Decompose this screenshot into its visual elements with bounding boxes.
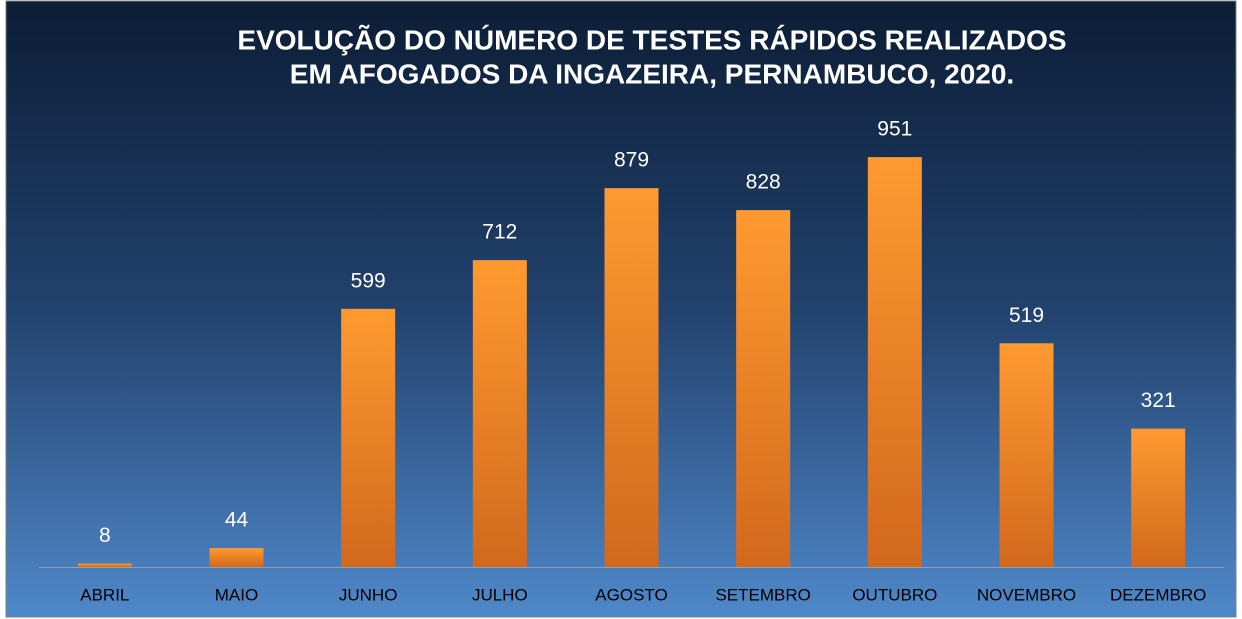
bar <box>472 260 527 567</box>
bar <box>1131 428 1186 567</box>
x-tick-label: DEZEMBRO <box>1110 585 1206 604</box>
x-tick-label: OUTUBRO <box>852 585 937 604</box>
x-tick-label: SETEMBRO <box>715 585 810 604</box>
value-label: 519 <box>1009 304 1044 327</box>
bar <box>736 210 791 567</box>
bar <box>77 563 132 567</box>
value-label: 879 <box>614 149 649 172</box>
bar <box>341 308 396 567</box>
x-tick-label: ABRIL <box>80 585 129 604</box>
bar <box>604 188 659 567</box>
value-label: 321 <box>1141 389 1176 412</box>
x-tick-label: AGOSTO <box>595 585 667 604</box>
value-label: 712 <box>482 221 517 244</box>
bar <box>999 343 1054 567</box>
chart-title: EM AFOGADOS DA INGAZEIRA, PERNAMBUCO, 20… <box>290 58 1014 89</box>
x-tick-label: JUNHO <box>339 585 398 604</box>
bar <box>209 548 264 567</box>
chart-title: EVOLUÇÃO DO NÚMERO DE TESTES RÁPIDOS REA… <box>237 24 1066 55</box>
value-label: 44 <box>225 509 249 532</box>
x-tick-label: MAIO <box>215 585 258 604</box>
x-tick-label: JULHO <box>472 585 528 604</box>
value-label: 599 <box>351 269 386 292</box>
x-tick-label: NOVEMBRO <box>977 585 1076 604</box>
value-label: 8 <box>99 524 111 547</box>
bar <box>867 157 922 567</box>
value-label: 951 <box>877 118 912 141</box>
value-label: 828 <box>746 171 781 194</box>
